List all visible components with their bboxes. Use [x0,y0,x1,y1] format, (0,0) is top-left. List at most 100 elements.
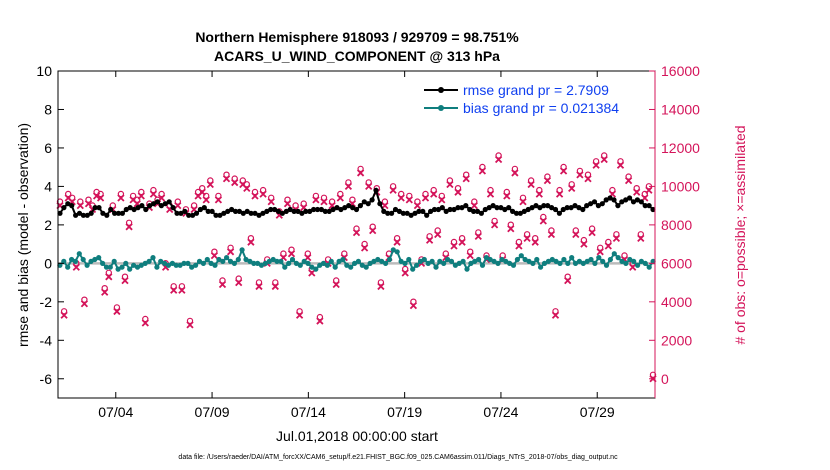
rmse-point [57,210,63,216]
obs-assimilated-point [360,244,369,252]
obs-possible-point [117,190,125,198]
obs-possible-point [158,190,165,198]
bias-point [394,249,400,255]
obs-assimilated-point [450,242,458,250]
y-left-tick-label: 4 [44,178,52,194]
obs-possible-point [138,188,145,196]
obs-assimilated-point [186,321,194,329]
bias-point [390,247,396,253]
bias-point [340,256,346,263]
bias-point [158,258,164,264]
rmse-point [84,212,90,218]
obs-assimilated-point [352,228,361,237]
bias-point [514,256,521,263]
rmse-point [490,203,496,209]
rmse-point [69,203,75,209]
obs-assimilated-point [474,232,482,241]
bias-point [239,247,245,253]
rmse-point [190,212,196,218]
rmse-point [279,210,285,216]
y-left-tick-label: 6 [44,140,52,156]
rmse-point [385,210,391,216]
rmse-point [112,210,118,216]
y-left-tick-label: 10 [36,63,52,79]
rmse-point [264,208,270,214]
bias-point [476,256,482,263]
obs-possible-point [393,234,401,242]
bias-point [402,260,408,266]
obs-possible-point [389,183,397,190]
obs-assimilated-point [149,190,158,198]
obs-assimilated-point [531,238,539,246]
obs-assimilated-point [568,184,576,192]
bias-point [642,260,648,266]
bias-point [650,258,656,264]
bias-point [611,251,617,257]
obs-possible-point [300,200,307,207]
obs-assimilated-point [515,242,523,250]
obs-possible-point [633,184,640,192]
obs-possible-point [402,265,409,273]
obs-assimilated-point [490,221,499,229]
bias-point [371,258,377,264]
obs-assimilated-point [523,234,531,242]
bias-point [200,260,206,266]
rmse-point [412,210,418,216]
obs-possible-point [491,217,498,225]
bias-point [76,251,82,257]
obs-assimilated-point [137,192,145,200]
rmse-point [576,205,582,211]
rmse-point [373,187,379,193]
obs-possible-point [442,250,449,257]
bias-point [545,258,552,264]
obs-possible-point [613,231,620,238]
obs-possible-point [60,308,68,315]
rmse-point [502,206,508,213]
rmse-point [65,201,71,207]
obs-assimilated-point [588,228,596,237]
rmse-point [256,212,262,218]
rmse-point [568,205,574,211]
obs-assimilated-point [600,155,608,164]
obs-possible-point [68,194,76,201]
obs-possible-point [170,283,177,290]
rmse-point [634,197,641,203]
obs-possible-point [357,165,364,173]
obs-assimilated-point [283,200,292,208]
rmse-point [533,203,539,209]
obs-possible-point [475,229,482,236]
obs-possible-point [621,252,628,259]
bias-point [580,260,586,266]
obs-assimilated-point [178,286,186,294]
bias-point [600,258,606,264]
rmse-point [439,205,445,211]
obs-possible-point [320,194,328,201]
obs-possible-point [422,190,429,198]
obs-possible-point [239,177,246,184]
bias-point [119,264,125,270]
x-tick-label: 07/14 [291,404,326,420]
rmse-point [584,203,590,209]
rmse-point [404,210,410,216]
obs-possible-point [194,188,202,196]
obs-possible-point [77,198,84,205]
bias-point [274,258,280,264]
rmse-point [627,195,633,201]
bias-point [526,258,532,264]
rmse-point [100,210,106,216]
rmse-point [174,210,180,216]
rmse-point [236,208,242,214]
rmse-point [158,203,164,209]
bias-point [383,260,389,266]
obs-assimilated-point [576,171,584,179]
obs-possible-point [471,198,478,205]
obs-assimilated-point [226,248,235,256]
bias-point [522,256,528,263]
obs-possible-point [515,238,523,246]
bias-point [592,260,598,266]
obs-assimilated-point [547,230,556,239]
obs-possible-point [454,184,462,192]
obs-assimilated-point [458,238,466,246]
rmse-point [193,210,200,216]
bias-point [146,258,152,264]
